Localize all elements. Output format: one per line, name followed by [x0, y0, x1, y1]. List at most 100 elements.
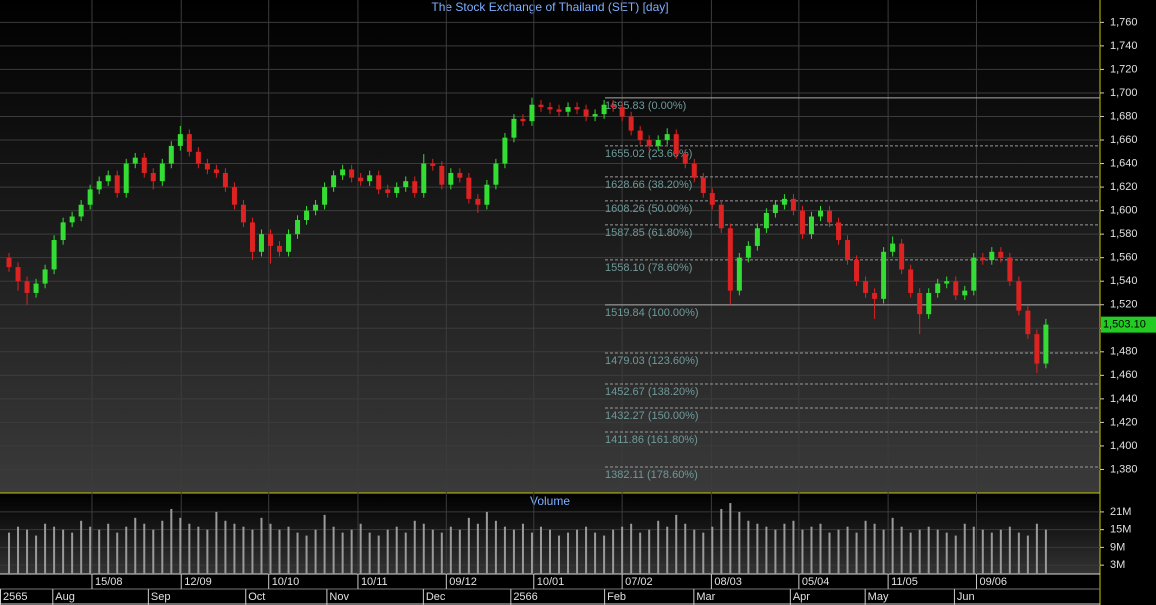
- y-tick-label: 1,740: [1110, 40, 1138, 52]
- x-tick-label: 07/02: [625, 576, 653, 588]
- volume-bar: [990, 532, 993, 574]
- volume-bar: [395, 526, 398, 574]
- volume-bar: [936, 529, 939, 574]
- volume-bar: [927, 526, 930, 574]
- y-tick-label: 1,600: [1110, 205, 1138, 217]
- volume-bar: [539, 526, 542, 574]
- volume-bar: [675, 514, 678, 574]
- candle-body: [881, 251, 887, 299]
- candle-body: [15, 267, 21, 282]
- candle-body: [313, 204, 319, 211]
- volume-bar: [143, 523, 146, 574]
- candle-body: [204, 163, 210, 170]
- volume-bar: [323, 514, 326, 574]
- candle-body: [78, 204, 84, 217]
- volume-bar: [494, 520, 497, 574]
- x-tick-label: 15/08: [95, 576, 123, 588]
- x-tick-label: 12/09: [184, 576, 212, 588]
- volume-bar: [828, 532, 831, 574]
- volume-bar: [549, 529, 551, 574]
- candle-body: [457, 172, 463, 178]
- candle-body: [69, 216, 75, 223]
- volume-bar: [657, 520, 660, 574]
- volume-bar: [1008, 526, 1011, 574]
- volume-bar: [567, 532, 570, 574]
- candle-body: [448, 172, 454, 185]
- candle-body: [935, 283, 941, 293]
- y-tick-label: 1,520: [1110, 299, 1138, 311]
- volume-bar: [864, 520, 867, 574]
- candle-body: [592, 114, 598, 117]
- candle-body: [60, 222, 66, 241]
- y2-tick-label: 3M: [1110, 559, 1125, 571]
- volume-bar: [1044, 529, 1047, 574]
- x-tick-label: 11/05: [891, 576, 918, 588]
- volume-bar: [594, 532, 597, 574]
- candle-body: [87, 189, 93, 205]
- candle-body: [872, 292, 878, 299]
- volume-bar: [197, 526, 200, 574]
- y-tick-label: 1,460: [1110, 369, 1138, 381]
- volume-bar: [80, 520, 83, 574]
- month-label: Sep: [151, 591, 171, 603]
- y-tick-label: 1,660: [1110, 134, 1138, 146]
- volume-bar: [756, 523, 759, 574]
- volume-bar: [17, 526, 20, 574]
- volume-bar: [278, 529, 281, 574]
- candle-body: [51, 240, 57, 270]
- candle-body: [267, 234, 273, 246]
- y-tick-label: 1,760: [1110, 16, 1138, 28]
- volume-bar: [242, 526, 245, 574]
- x-tick-label: 10/10: [272, 576, 300, 588]
- candle-body: [394, 187, 400, 193]
- candle-body: [141, 157, 147, 173]
- volume-bar: [251, 529, 254, 574]
- volume-bar: [188, 523, 191, 574]
- volume-bar: [287, 526, 290, 574]
- volume-bar: [621, 526, 624, 574]
- candle-body: [736, 257, 742, 291]
- volume-bar: [107, 523, 110, 574]
- volume-bar: [729, 503, 732, 574]
- candle-body: [781, 198, 787, 205]
- x-tick-label: 08/03: [714, 576, 742, 588]
- y-tick-label: 1,440: [1110, 393, 1138, 405]
- candle-body: [845, 240, 851, 261]
- volume-bar: [1035, 523, 1038, 574]
- volume-bar: [819, 523, 822, 574]
- candle-body: [42, 269, 48, 284]
- y-tick-label: 1,400: [1110, 440, 1138, 452]
- volume-bar: [738, 511, 741, 574]
- candle-body: [917, 292, 923, 315]
- candle-body: [673, 134, 679, 155]
- volume-bar: [53, 526, 56, 574]
- candle-body: [304, 210, 310, 221]
- x-tick-label: 05/04: [802, 576, 830, 588]
- volume-bar: [260, 517, 263, 574]
- volume-bar: [161, 520, 164, 574]
- y-tick-label: 1,540: [1110, 275, 1138, 287]
- volume-bar: [305, 535, 308, 574]
- candle-body: [682, 154, 688, 164]
- volume-bar: [702, 532, 705, 574]
- candle-body: [700, 177, 706, 193]
- y-tick-label: 1,700: [1110, 87, 1138, 99]
- x-tick-label: 10/01: [537, 576, 565, 588]
- x-tick-label: 09/12: [449, 576, 477, 588]
- candle-body: [484, 184, 490, 205]
- fib-label: 1411.86 (161.80%): [605, 434, 698, 446]
- candle-body: [222, 172, 228, 188]
- candle-body: [610, 104, 616, 108]
- candle-body: [691, 163, 697, 178]
- candle-body: [385, 189, 391, 193]
- volume-bar: [377, 535, 380, 574]
- candle-body: [836, 222, 842, 241]
- volume-bar: [1026, 535, 1029, 574]
- volume-bar: [837, 529, 840, 574]
- fib-label: 1452.67 (138.20%): [605, 386, 699, 398]
- candle-body: [962, 290, 968, 296]
- volume-bar: [999, 529, 1002, 574]
- candle-body: [376, 175, 382, 190]
